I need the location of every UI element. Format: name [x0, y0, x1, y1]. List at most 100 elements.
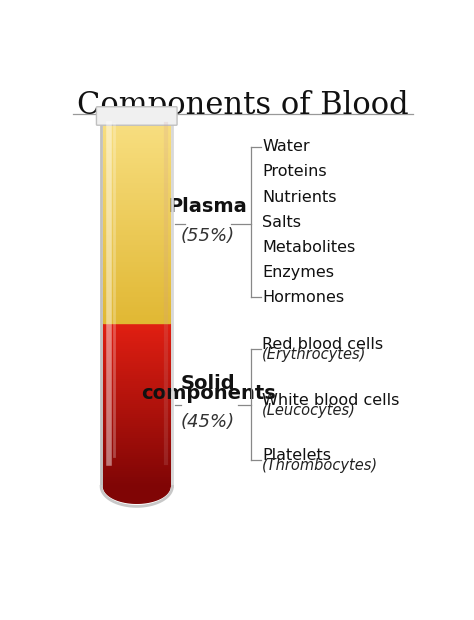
- Bar: [103, 345, 170, 348]
- Bar: [103, 276, 170, 279]
- Bar: [103, 427, 170, 430]
- Bar: [103, 316, 170, 319]
- Bar: [103, 236, 170, 239]
- Bar: [103, 131, 170, 135]
- Bar: [103, 301, 170, 304]
- Bar: [103, 186, 170, 189]
- Bar: [103, 388, 170, 391]
- Bar: [103, 296, 170, 299]
- Bar: [103, 218, 170, 221]
- Text: (Erythrocytes): (Erythrocytes): [262, 347, 367, 362]
- Bar: [103, 265, 170, 268]
- Bar: [103, 181, 170, 184]
- Text: White blood cells: White blood cells: [262, 393, 400, 408]
- Bar: [103, 161, 170, 164]
- Bar: [103, 477, 170, 481]
- Bar: [103, 469, 170, 472]
- Bar: [103, 335, 170, 338]
- Bar: [103, 353, 170, 356]
- Text: Enzymes: Enzymes: [262, 265, 334, 280]
- Bar: [103, 221, 170, 224]
- Bar: [103, 439, 170, 441]
- Bar: [103, 169, 170, 172]
- Bar: [103, 208, 170, 211]
- Bar: [103, 126, 170, 130]
- Bar: [103, 386, 170, 389]
- Bar: [103, 401, 170, 403]
- Bar: [103, 223, 170, 226]
- Bar: [103, 325, 170, 327]
- Bar: [103, 425, 170, 427]
- Bar: [103, 144, 170, 147]
- Bar: [103, 429, 170, 432]
- Bar: [103, 174, 170, 177]
- Bar: [103, 154, 170, 157]
- Bar: [103, 382, 170, 384]
- Bar: [103, 124, 170, 127]
- Bar: [103, 423, 170, 425]
- Bar: [103, 134, 170, 137]
- Bar: [103, 360, 170, 362]
- Bar: [103, 246, 170, 249]
- Text: Salts: Salts: [262, 215, 301, 229]
- Bar: [103, 203, 170, 206]
- Bar: [103, 409, 170, 411]
- Bar: [103, 406, 170, 409]
- Bar: [103, 449, 170, 452]
- Bar: [103, 445, 170, 448]
- Bar: [103, 327, 170, 330]
- Bar: [103, 378, 170, 381]
- Bar: [103, 149, 170, 152]
- Bar: [103, 370, 170, 373]
- Bar: [103, 298, 170, 301]
- FancyBboxPatch shape: [96, 107, 177, 125]
- Bar: [103, 141, 170, 144]
- Bar: [103, 402, 170, 405]
- Bar: [103, 211, 170, 214]
- Bar: [103, 433, 170, 435]
- Bar: [103, 451, 170, 454]
- Bar: [103, 463, 170, 466]
- Bar: [103, 156, 170, 159]
- Bar: [103, 188, 170, 192]
- Bar: [103, 216, 170, 219]
- Bar: [103, 431, 170, 433]
- Bar: [103, 482, 170, 484]
- Text: Hormones: Hormones: [262, 290, 345, 304]
- Bar: [103, 323, 170, 326]
- Bar: [103, 281, 170, 284]
- Bar: [103, 206, 170, 209]
- Bar: [103, 437, 170, 440]
- Bar: [103, 480, 170, 482]
- Bar: [103, 443, 170, 446]
- Bar: [103, 441, 170, 443]
- Bar: [103, 193, 170, 197]
- Bar: [103, 412, 170, 415]
- Bar: [103, 453, 170, 456]
- Bar: [103, 358, 170, 360]
- Text: components: components: [141, 384, 275, 404]
- Bar: [103, 404, 170, 407]
- Bar: [103, 243, 170, 246]
- Polygon shape: [103, 486, 170, 503]
- Bar: [103, 415, 170, 417]
- Bar: [103, 260, 170, 264]
- Text: Plasma: Plasma: [169, 197, 247, 216]
- Bar: [103, 467, 170, 470]
- Bar: [103, 198, 170, 202]
- Text: Solid: Solid: [181, 374, 236, 392]
- Bar: [103, 139, 170, 142]
- Bar: [103, 176, 170, 179]
- Bar: [103, 331, 170, 334]
- Bar: [103, 380, 170, 383]
- Bar: [103, 278, 170, 281]
- Bar: [103, 253, 170, 256]
- Bar: [103, 410, 170, 413]
- Bar: [103, 129, 170, 132]
- Bar: [103, 171, 170, 174]
- Bar: [103, 321, 170, 324]
- Bar: [103, 201, 170, 204]
- Bar: [103, 368, 170, 370]
- Bar: [103, 333, 170, 335]
- Text: Nutrients: Nutrients: [262, 190, 337, 205]
